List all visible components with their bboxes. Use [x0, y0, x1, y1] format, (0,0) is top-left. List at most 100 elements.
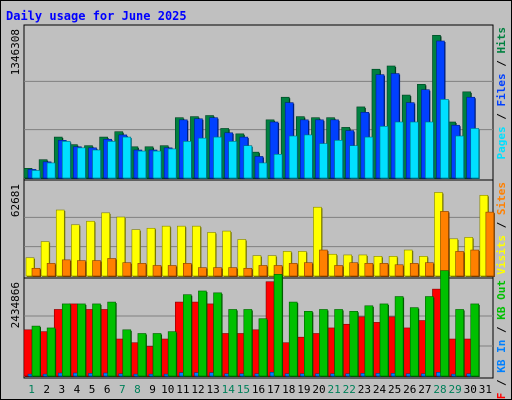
bar-kb-out-day-4 [77, 303, 86, 377]
x-tick-label: 10 [161, 383, 174, 396]
x-tick-label: 16 [252, 383, 265, 396]
bar-visits-day-12 [192, 225, 201, 277]
bar-kb-out-day-12 [198, 290, 207, 377]
bar-sites-day-13 [213, 267, 222, 277]
bar-kb-out-day-16 [258, 318, 268, 377]
legend-entry: Files [495, 73, 508, 106]
bar-pages-day-1 [31, 170, 41, 179]
bar-pages-day-24 [379, 126, 389, 179]
bar-sites-day-10 [167, 265, 177, 277]
legend-entry: KB In [495, 340, 508, 373]
bar-kb-out-day-30 [470, 303, 480, 377]
x-tick-label: 30 [464, 383, 477, 396]
x-tick-label: 9 [149, 383, 156, 396]
x-axis-day-labels: 1 2 3 4 5 6 7 8 9 10 11 12 13 14 15 16 17 18 19 20 21 22 23 24 2… [28, 383, 492, 396]
bar-pages-day-10 [167, 148, 177, 179]
bar-kb-out-day-3 [61, 303, 71, 377]
panel-pages-files-hits: 1346308 Pages / Files / Hits [9, 24, 508, 181]
x-tick-label: 12 [191, 383, 204, 396]
bar-sites-day-14 [228, 267, 237, 277]
bar-pages-day-18 [288, 135, 298, 179]
x-tick-label: 29 [449, 383, 462, 396]
legend-entry: KB F [495, 393, 508, 400]
bar-pages-day-12 [198, 137, 207, 179]
x-tick-label: 7 [119, 383, 126, 396]
bar-sites-day-23 [364, 263, 374, 277]
bar-sites-day-11 [182, 263, 192, 277]
x-tick-label: 21 [328, 383, 341, 396]
bar-kb-out-day-6 [107, 301, 116, 377]
bar-visits-day-14 [222, 230, 231, 277]
y-max-label: 2434866 [9, 282, 22, 328]
bar-sites-day-18 [288, 263, 298, 277]
bar-visits-day-4 [71, 224, 80, 277]
x-tick-label: 27 [418, 383, 431, 396]
y-max-label: 62681 [9, 184, 22, 217]
bar-sites-day-9 [152, 265, 162, 277]
bar-pages-day-20 [319, 143, 328, 179]
legend-entry: Visits [495, 235, 508, 275]
bar-kb-out-day-21 [334, 309, 343, 377]
bar-kb-out-day-15 [243, 309, 253, 377]
bar-kb-out-day-14 [228, 309, 237, 377]
bar-kb-out-day-1 [31, 325, 41, 377]
legend-entry: Pages [495, 126, 508, 159]
bar-visits-day-26 [403, 249, 413, 277]
bar-pages-day-22 [349, 145, 359, 179]
chart-panels: 1346308 Pages / Files / Hits 62681 Visits /… [9, 24, 508, 400]
legend-entry: KB Out [495, 280, 508, 320]
bar-sites-day-3 [61, 259, 71, 277]
bar-pages-day-25 [394, 121, 404, 179]
bar-visits-day-13 [207, 232, 216, 277]
bar-visits-day-2 [40, 241, 50, 277]
legend-separator: / [495, 107, 508, 127]
bar-pages-day-13 [213, 136, 222, 179]
bar-kb-out-day-26 [409, 307, 419, 377]
bar-kb-out-day-28 [440, 270, 449, 377]
bar-sites-day-16 [258, 265, 268, 277]
bar-sites-day-4 [77, 260, 86, 277]
x-tick-label: 18 [282, 383, 295, 396]
bar-sites-day-15 [243, 267, 253, 277]
legend-pages-files-hits: Pages / Files / Hits [495, 27, 508, 160]
x-tick-label: 17 [267, 383, 280, 396]
bar-sites-day-31 [485, 211, 495, 277]
bar-visits-day-11 [176, 225, 186, 277]
bar-kb-out-day-24 [379, 303, 389, 377]
bar-sites-day-25 [394, 264, 404, 277]
legend-kbin-kbout-kbf: KB F / KB In / KB Out [495, 280, 508, 400]
x-tick-label: 25 [388, 383, 401, 396]
legend-separator: / [495, 215, 508, 235]
x-tick-label: 11 [176, 383, 189, 396]
bar-sites-day-20 [319, 249, 328, 277]
bar-kb-out-day-13 [213, 292, 222, 377]
bar-visits-day-9 [146, 227, 156, 277]
bar-sites-day-1 [31, 267, 41, 277]
bar-sites-day-19 [304, 262, 313, 277]
bar-kb-out-day-23 [364, 305, 374, 377]
bar-sites-day-8 [137, 263, 147, 277]
bar-sites-day-30 [470, 249, 480, 277]
bar-sites-day-6 [107, 258, 116, 277]
bar-sites-day-27 [425, 262, 434, 277]
bar-visits-day-5 [86, 220, 95, 277]
bar-pages-day-4 [77, 147, 86, 179]
bar-pages-day-9 [152, 150, 162, 179]
y-max-label: 1346308 [9, 29, 22, 75]
bar-kb-out-day-20 [319, 309, 328, 377]
x-tick-label: 5 [89, 383, 96, 396]
bar-pages-day-28 [440, 99, 449, 179]
x-tick-label: 13 [206, 383, 219, 396]
x-tick-label: 8 [134, 383, 141, 396]
bar-visits-day-3 [55, 209, 65, 277]
bar-kb-out-day-18 [288, 301, 298, 377]
legend-entry: Hits [495, 27, 508, 54]
bar-visits-day-6 [101, 212, 110, 277]
x-tick-label: 22 [343, 383, 356, 396]
bar-pages-day-26 [409, 121, 419, 179]
bar-visits-day-8 [131, 229, 141, 277]
x-tick-label: 2 [43, 383, 50, 396]
bar-sites-day-5 [92, 260, 101, 277]
legend-entry: Sites [495, 182, 508, 215]
bar-sites-day-26 [409, 263, 419, 277]
